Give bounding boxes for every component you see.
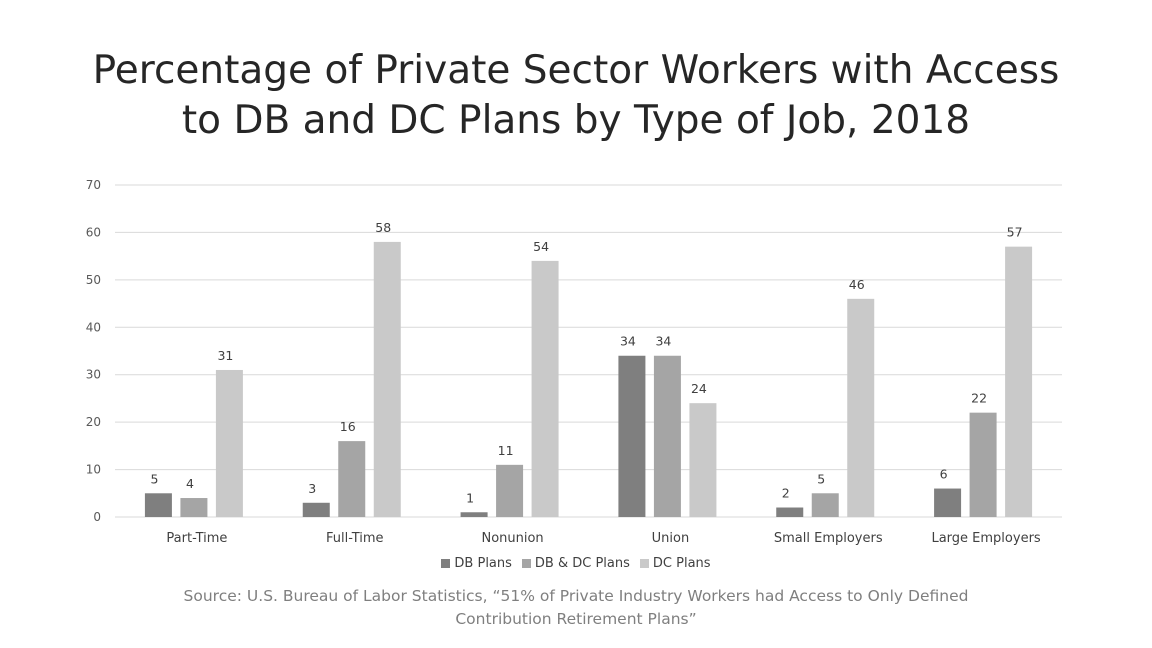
bar-union-db-and-dc-plans (653, 355, 681, 517)
data-label-nonunion-db-and-dc-plans: 11 (498, 443, 514, 458)
bar-part-time-db-plans (144, 493, 172, 517)
y-tick-label-60: 60 (86, 225, 101, 239)
category-label-part-time: Part-Time (166, 531, 227, 546)
data-label-large-employers-db-and-dc-plans: 22 (971, 391, 987, 406)
legend-label-db-dc-plans: DB & DC Plans (534, 556, 630, 571)
bar-small-employers-db-plans (776, 507, 804, 517)
data-label-part-time-dc-plans: 31 (217, 348, 233, 363)
y-tick-label-70: 70 (86, 178, 101, 192)
bar-full-time-db-plans (302, 502, 330, 517)
data-label-full-time-db-and-dc-plans: 16 (340, 419, 356, 434)
data-label-small-employers-db-plans: 2 (782, 486, 790, 501)
legend-item-db-dc-plans: DB & DC Plans (521, 556, 630, 571)
bar-part-time-dc-plans (215, 369, 243, 517)
data-label-nonunion-dc-plans: 54 (533, 239, 549, 254)
y-axis-ticks: 0 10 20 30 40 50 60 70 (86, 178, 101, 524)
data-label-small-employers-db-and-dc-plans: 5 (817, 471, 825, 486)
bar-small-employers-dc-plans (847, 298, 875, 517)
legend-swatch-db-plans (441, 559, 451, 568)
source-note: Source: U.S. Bureau of Labor Statistics,… (130, 585, 1022, 631)
data-label-union-dc-plans: 24 (691, 381, 707, 396)
source-line-2: Contribution Retirement Plans” (455, 610, 697, 628)
legend-item-db-plans: DB Plans (441, 556, 512, 571)
category-label-union: Union (652, 531, 690, 546)
legend-swatch-dc-plans (639, 559, 649, 568)
chart-title-line-1: Percentage of Private Sector Workers wit… (92, 48, 1060, 93)
legend-item-dc-plans: DC Plans (639, 556, 711, 571)
data-label-union-db-and-dc-plans: 34 (655, 334, 671, 349)
bar-nonunion-dc-plans (531, 260, 559, 517)
y-tick-label-30: 30 (86, 368, 101, 382)
legend-swatch-db-dc-plans (521, 559, 531, 568)
category-labels: Part-Time Full-Time Nonunion Union Small Emp… (166, 531, 1040, 546)
bar-large-employers-dc-plans (1005, 246, 1033, 517)
data-label-nonunion-db-plans: 1 (466, 490, 474, 505)
bar-nonunion-db-and-dc-plans (496, 464, 524, 517)
y-tick-label-0: 0 (93, 510, 101, 524)
category-label-large-employers: Large Employers (931, 531, 1040, 546)
legend-label-dc-plans: DC Plans (652, 556, 711, 571)
y-tick-label-20: 20 (86, 415, 101, 429)
category-label-full-time: Full-Time (326, 531, 384, 546)
data-label-large-employers-dc-plans: 57 (1007, 225, 1023, 240)
category-label-small-employers: Small Employers (774, 531, 883, 546)
category-label-nonunion: Nonunion (481, 531, 543, 546)
chart-title: Percentage of Private Sector Workers wit… (60, 46, 1092, 146)
bar-full-time-db-and-dc-plans (338, 441, 366, 517)
gridlines (115, 184, 1062, 518)
data-label-union-db-plans: 34 (620, 334, 636, 349)
data-label-part-time-db-and-dc-plans: 4 (186, 476, 194, 491)
chart-title-line-2: to DB and DC Plans by Type of Job, 2018 (181, 98, 971, 143)
bars (144, 241, 1033, 517)
data-label-small-employers-dc-plans: 46 (849, 277, 865, 292)
bar-small-employers-db-and-dc-plans (811, 493, 839, 517)
bar-full-time-dc-plans (373, 241, 401, 517)
bar-part-time-db-and-dc-plans (180, 498, 208, 517)
data-label-full-time-db-plans: 3 (308, 481, 316, 496)
bar-union-dc-plans (689, 403, 717, 517)
bar-large-employers-db-plans (934, 488, 962, 517)
legend-label-db-plans: DB Plans (454, 556, 512, 571)
y-tick-label-10: 10 (86, 463, 101, 477)
bar-union-db-plans (618, 355, 646, 517)
data-label-part-time-db-plans: 5 (150, 471, 158, 486)
y-tick-label-40: 40 (86, 320, 101, 334)
legend: DB Plans DB & DC Plans DC Plans (0, 556, 1152, 571)
y-tick-label-50: 50 (86, 273, 101, 287)
bar-nonunion-db-plans (460, 512, 488, 517)
data-label-large-employers-db-plans: 6 (940, 467, 948, 482)
bar-large-employers-db-and-dc-plans (969, 412, 997, 517)
source-line-1: Source: U.S. Bureau of Labor Statistics,… (183, 587, 969, 605)
data-label-full-time-dc-plans: 58 (375, 220, 391, 235)
